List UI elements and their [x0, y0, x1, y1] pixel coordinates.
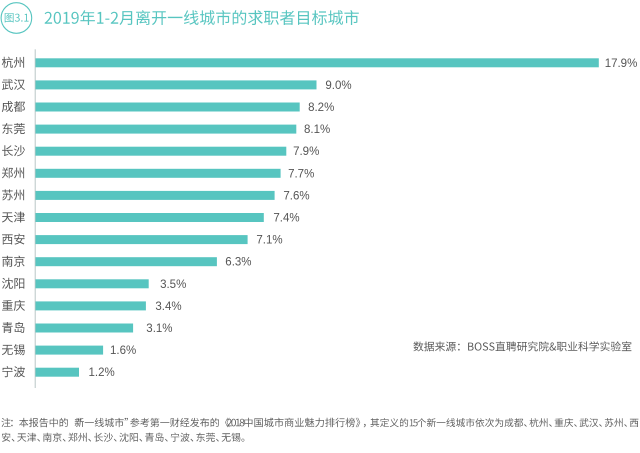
svg-text:3.1%: 3.1%	[146, 323, 172, 335]
svg-text:6.3%: 6.3%	[225, 257, 251, 269]
svg-text:9.0%: 9.0%	[325, 80, 351, 92]
svg-text:7.7%: 7.7%	[288, 168, 314, 180]
svg-text:1.2%: 1.2%	[89, 367, 115, 379]
svg-text:7.1%: 7.1%	[256, 235, 282, 247]
svg-text:7.9%: 7.9%	[293, 146, 319, 158]
svg-text:17.9%: 17.9%	[605, 58, 638, 70]
svg-text:3.5%: 3.5%	[160, 279, 186, 291]
svg-text:8.1%: 8.1%	[304, 124, 330, 136]
svg-text:7.6%: 7.6%	[283, 190, 309, 202]
svg-text:3.4%: 3.4%	[155, 301, 181, 313]
svg-text:8.2%: 8.2%	[308, 102, 334, 114]
svg-text:7.4%: 7.4%	[273, 213, 299, 225]
svg-text:1.6%: 1.6%	[110, 345, 136, 357]
